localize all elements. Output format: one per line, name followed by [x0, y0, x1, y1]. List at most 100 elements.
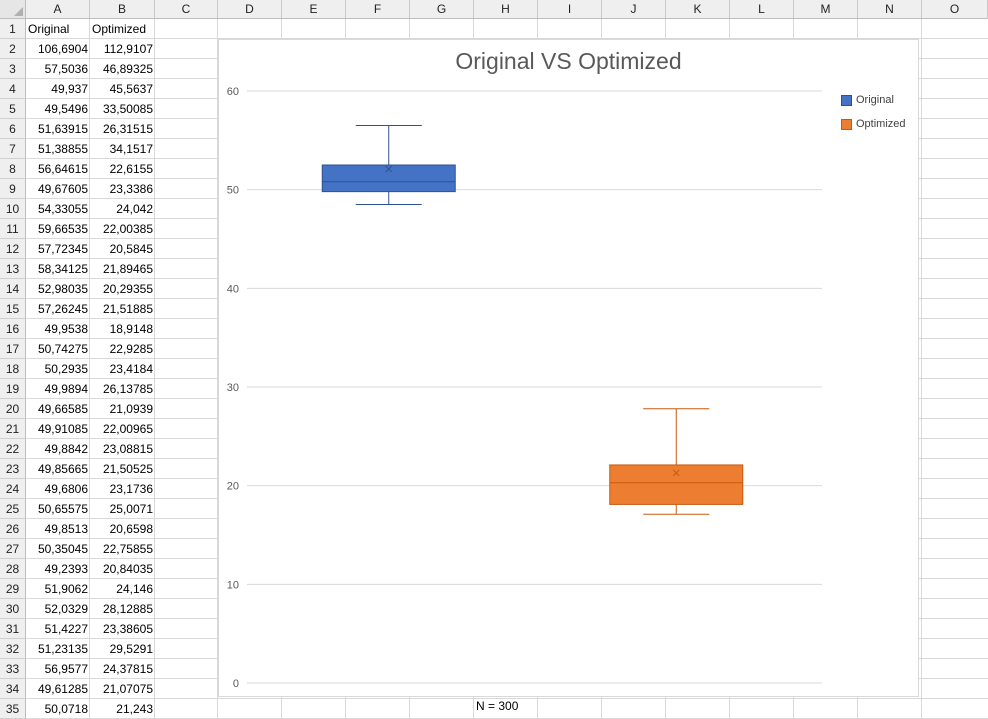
data-cell[interactable]: 49,6806: [44, 482, 88, 496]
column-header-f[interactable]: F: [346, 0, 410, 19]
data-cell[interactable]: 21,0939: [109, 402, 153, 416]
row-header-6[interactable]: 6: [0, 119, 26, 139]
data-cell[interactable]: 49,61285: [37, 682, 88, 696]
data-cell[interactable]: 49,91085: [37, 422, 88, 436]
row-header-9[interactable]: 9: [0, 179, 26, 199]
row-header-24[interactable]: 24: [0, 479, 26, 499]
row-header-19[interactable]: 19: [0, 379, 26, 399]
data-cell[interactable]: 51,9062: [44, 582, 88, 596]
data-cell[interactable]: 18,9148: [109, 322, 153, 336]
row-header-4[interactable]: 4: [0, 79, 26, 99]
data-cell[interactable]: 25,0071: [109, 502, 153, 516]
data-cell[interactable]: 23,4184: [109, 362, 153, 376]
data-cell[interactable]: 20,5845: [109, 242, 153, 256]
data-cell[interactable]: 24,042: [116, 202, 153, 216]
data-cell[interactable]: 59,66535: [37, 222, 88, 236]
data-cell[interactable]: 22,9285: [109, 342, 153, 356]
column-header-g[interactable]: G: [410, 0, 474, 19]
data-cell[interactable]: 49,9538: [44, 322, 88, 336]
data-cell[interactable]: 49,5496: [44, 102, 88, 116]
data-cell[interactable]: 51,23135: [37, 642, 88, 656]
data-cell[interactable]: 22,00965: [102, 422, 153, 436]
data-cell[interactable]: 23,38605: [102, 622, 153, 636]
data-cell[interactable]: 20,29355: [102, 282, 153, 296]
data-cell[interactable]: 58,34125: [37, 262, 88, 276]
data-cell[interactable]: 106,6904: [37, 42, 88, 56]
data-cell[interactable]: 21,51885: [102, 302, 153, 316]
data-cell[interactable]: 49,67605: [37, 182, 88, 196]
data-cell[interactable]: 50,2935: [44, 362, 88, 376]
data-cell[interactable]: 21,50525: [102, 462, 153, 476]
column-header-n[interactable]: N: [858, 0, 922, 19]
data-cell[interactable]: 50,65575: [37, 502, 88, 516]
row-header-22[interactable]: 22: [0, 439, 26, 459]
data-cell[interactable]: 57,72345: [37, 242, 88, 256]
column-header-d[interactable]: D: [218, 0, 282, 19]
data-cell[interactable]: 22,6155: [109, 162, 153, 176]
data-cell[interactable]: 20,6598: [109, 522, 153, 536]
data-cell[interactable]: 21,243: [116, 702, 153, 716]
data-cell[interactable]: 26,31515: [102, 122, 153, 136]
row-header-15[interactable]: 15: [0, 299, 26, 319]
sample-size-note[interactable]: N = 300: [476, 699, 519, 713]
row-header-25[interactable]: 25: [0, 499, 26, 519]
row-header-3[interactable]: 3: [0, 59, 26, 79]
column-header-m[interactable]: M: [794, 0, 858, 19]
data-cell[interactable]: 23,3386: [109, 182, 153, 196]
row-header-20[interactable]: 20: [0, 399, 26, 419]
data-cell[interactable]: 50,74275: [37, 342, 88, 356]
data-cell[interactable]: 49,85665: [37, 462, 88, 476]
data-cell[interactable]: 45,5637: [109, 82, 153, 96]
data-cell[interactable]: 50,35045: [37, 542, 88, 556]
row-header-16[interactable]: 16: [0, 319, 26, 339]
column-header-o[interactable]: O: [922, 0, 988, 19]
data-cell[interactable]: 57,5036: [44, 62, 88, 76]
data-cell[interactable]: 49,2393: [44, 562, 88, 576]
row-header-12[interactable]: 12: [0, 239, 26, 259]
data-cell[interactable]: 26,13785: [102, 382, 153, 396]
row-header-23[interactable]: 23: [0, 459, 26, 479]
data-cell[interactable]: 49,8842: [44, 442, 88, 456]
data-cell[interactable]: 51,63915: [37, 122, 88, 136]
data-cell[interactable]: 56,64615: [37, 162, 88, 176]
data-cell[interactable]: 22,75855: [102, 542, 153, 556]
row-header-18[interactable]: 18: [0, 359, 26, 379]
data-cell[interactable]: 49,937: [51, 82, 88, 96]
row-header-34[interactable]: 34: [0, 679, 26, 699]
data-cell[interactable]: 23,08815: [102, 442, 153, 456]
column-header-c[interactable]: C: [155, 0, 218, 19]
row-header-33[interactable]: 33: [0, 659, 26, 679]
data-cell[interactable]: 28,12885: [102, 602, 153, 616]
row-header-31[interactable]: 31: [0, 619, 26, 639]
data-cell[interactable]: 21,07075: [102, 682, 153, 696]
data-cell[interactable]: 34,1517: [109, 142, 153, 156]
column-header-a[interactable]: A: [26, 0, 90, 19]
data-cell[interactable]: 29,5291: [109, 642, 153, 656]
data-cell[interactable]: 54,33055: [37, 202, 88, 216]
data-cell[interactable]: 49,9894: [44, 382, 88, 396]
row-header-7[interactable]: 7: [0, 139, 26, 159]
row-header-32[interactable]: 32: [0, 639, 26, 659]
data-cell[interactable]: 50,0718: [44, 702, 88, 716]
row-header-17[interactable]: 17: [0, 339, 26, 359]
row-header-8[interactable]: 8: [0, 159, 26, 179]
row-header-29[interactable]: 29: [0, 579, 26, 599]
data-cell[interactable]: 112,9107: [103, 42, 153, 56]
row-header-5[interactable]: 5: [0, 99, 26, 119]
column-header-l[interactable]: L: [730, 0, 794, 19]
header-cell-original[interactable]: Original: [28, 22, 70, 36]
data-cell[interactable]: 33,50085: [102, 102, 153, 116]
row-header-13[interactable]: 13: [0, 259, 26, 279]
data-cell[interactable]: 52,98035: [37, 282, 88, 296]
header-cell-optimized[interactable]: Optimized: [92, 22, 147, 36]
row-header-2[interactable]: 2: [0, 39, 26, 59]
data-cell[interactable]: 24,146: [116, 582, 153, 596]
column-header-h[interactable]: H: [474, 0, 538, 19]
data-cell[interactable]: 24,37815: [102, 662, 153, 676]
chart-area[interactable]: Original VS Optimized 0 10 20 30 40 50 60 Orig…: [218, 39, 919, 697]
chart-title[interactable]: Original VS Optimized: [455, 48, 682, 74]
column-header-e[interactable]: E: [282, 0, 346, 19]
select-all-corner[interactable]: [0, 0, 26, 19]
column-header-i[interactable]: I: [538, 0, 602, 19]
row-header-30[interactable]: 30: [0, 599, 26, 619]
